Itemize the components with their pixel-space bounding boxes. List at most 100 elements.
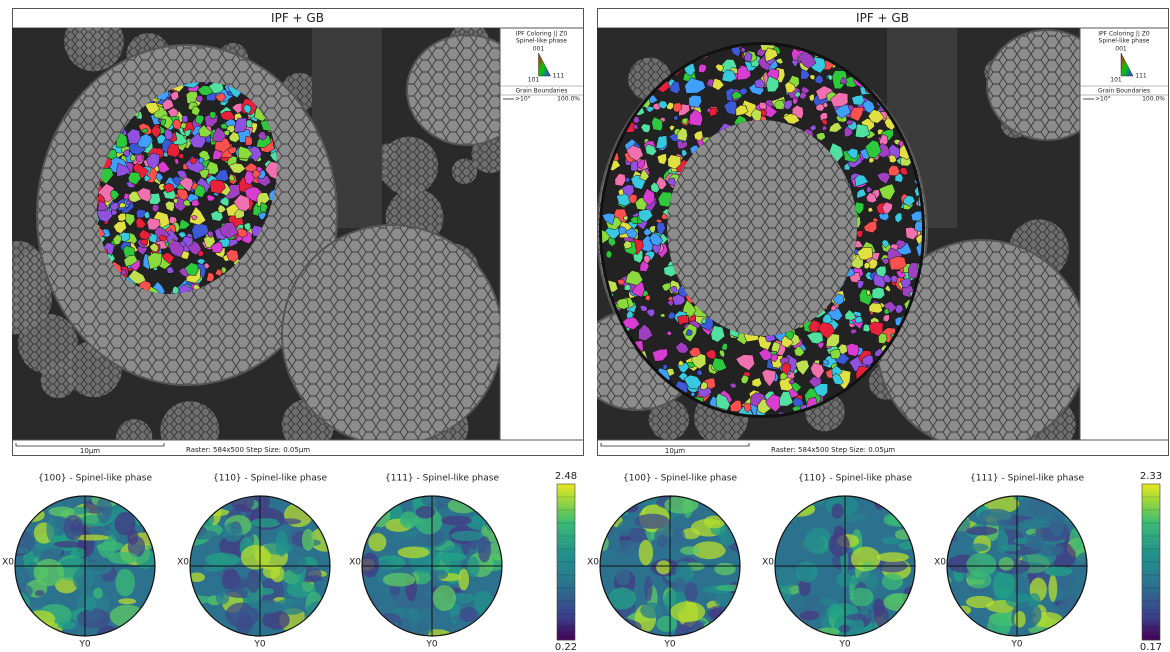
grain [220, 266, 227, 274]
grain [149, 242, 159, 253]
grain [176, 187, 189, 201]
grain [179, 218, 191, 230]
pf-contour [672, 577, 687, 593]
grain [871, 286, 886, 300]
grain [151, 204, 160, 213]
grain [723, 100, 738, 116]
grain [773, 99, 785, 110]
pf-contour [316, 496, 330, 508]
grain [194, 184, 206, 199]
pf-x-label: X0 [762, 558, 774, 568]
grain [257, 131, 267, 141]
pf-contour [726, 620, 739, 636]
pf-contour [640, 602, 663, 619]
pf-y-label: Y0 [425, 640, 437, 650]
grain [788, 378, 795, 385]
pf-contour [896, 496, 910, 509]
pf-contour [1028, 593, 1041, 608]
grain [690, 352, 707, 370]
grain [649, 232, 664, 246]
pf-contour [779, 496, 800, 523]
grain [215, 93, 226, 103]
grain [793, 345, 805, 357]
pf-contour [190, 609, 199, 631]
ipf-triangle [538, 52, 551, 77]
pf-contour [775, 496, 796, 509]
grain [138, 229, 152, 240]
pf-contour [818, 597, 836, 606]
pf-contour [441, 515, 472, 526]
pf-contour [784, 501, 816, 517]
grain [881, 201, 893, 215]
pf-contour [786, 630, 807, 636]
pf-contour [48, 506, 75, 517]
grain [623, 240, 633, 249]
pf-contour [221, 576, 249, 591]
grain [129, 154, 137, 162]
colorbar [556, 483, 576, 641]
grain [626, 145, 644, 162]
grain [810, 362, 825, 380]
pf-contour [389, 583, 401, 596]
grain [846, 119, 854, 126]
ipf-triangle [1120, 52, 1134, 77]
grain [179, 240, 188, 247]
grain [181, 115, 189, 123]
grain [243, 104, 252, 114]
raster-info: Raster: 584x500 Step Size: 0.05µm [771, 446, 895, 454]
grain [155, 172, 164, 183]
pf-contour [15, 608, 31, 618]
grain [813, 383, 828, 397]
grain [667, 177, 677, 187]
grain [801, 86, 810, 95]
grain [629, 216, 639, 225]
grain [617, 188, 625, 196]
pf-contour [15, 499, 32, 509]
pf-contour [109, 604, 146, 628]
map-title: IPF + GB [271, 11, 324, 25]
grain [675, 341, 690, 354]
grain [712, 357, 728, 372]
grain [625, 270, 644, 286]
grain [639, 304, 648, 312]
particle [986, 29, 1080, 141]
grain [844, 309, 857, 321]
grain [178, 176, 194, 193]
pf-contour [369, 614, 381, 624]
pf-contour [16, 508, 29, 517]
grain [766, 75, 779, 93]
pf-contour [638, 539, 654, 566]
pf-contour [308, 496, 330, 514]
pf-contour [831, 503, 844, 519]
grain [136, 187, 152, 203]
grain [688, 95, 702, 108]
grain [212, 149, 223, 160]
grain [779, 376, 794, 392]
pf-contour [1069, 527, 1083, 551]
grain [729, 400, 743, 412]
pf-contour [126, 627, 143, 636]
pf-x-label: X0 [349, 558, 361, 568]
pf-x-label: X0 [177, 558, 189, 568]
grain [164, 128, 174, 140]
pf-contour [76, 608, 111, 629]
pf-contour [377, 496, 387, 516]
ring-core [667, 120, 857, 336]
legend-gb-label: >10° [515, 96, 531, 103]
pf-contour [795, 561, 818, 583]
pf-contour [776, 616, 786, 630]
grain [639, 168, 650, 182]
pf-contour [600, 496, 619, 506]
grain [643, 228, 653, 236]
legend-corner: 111 [1135, 73, 1147, 80]
grain [135, 154, 143, 163]
pole-figure-title: {100} - Spinel-like phase [623, 474, 737, 484]
pf-contour [458, 568, 470, 591]
legend-corner: 001 [533, 46, 545, 53]
grain [888, 256, 907, 271]
pf-contour [615, 567, 631, 586]
grain [809, 124, 817, 131]
pf-contour [670, 601, 706, 623]
grain [883, 307, 890, 315]
